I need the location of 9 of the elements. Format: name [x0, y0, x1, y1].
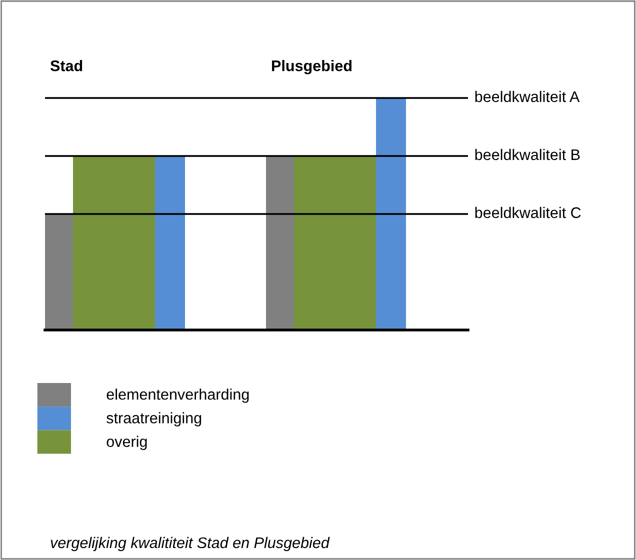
text: vergelijking kwalititeit Stad en Plusgebied — [50, 536, 330, 552]
ref-line-label: beeldkwaliteit C — [475, 206, 581, 218]
ref-line-label: beeldkwaliteit A — [475, 90, 580, 102]
legend-label: elementenverharding — [106, 388, 249, 403]
ref-line-label: beeldkwaliteit B — [475, 148, 580, 160]
x-tick-label: Stad — [50, 60, 82, 72]
legend-label: straatreiniging — [106, 412, 202, 426]
legend-label: overig — [106, 436, 147, 450]
x-tick-label: Plusgebied — [272, 60, 352, 74]
